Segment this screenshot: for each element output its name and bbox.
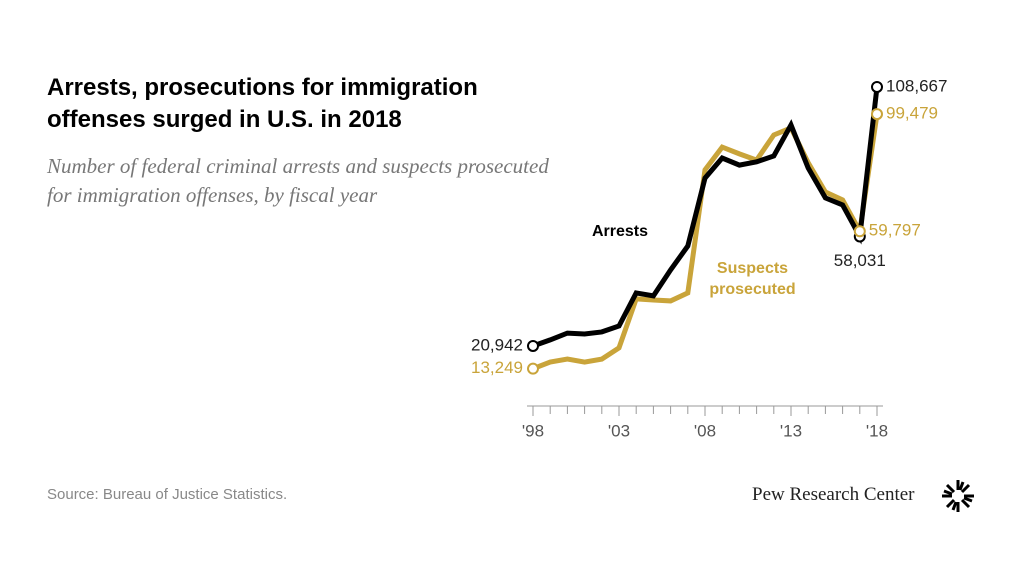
x-tick-label: '03 bbox=[608, 421, 630, 440]
chart-title: Arrests, prosecutions for immigration of… bbox=[47, 74, 478, 133]
chart-subtitle: Number of federal criminal arrests and s… bbox=[47, 154, 549, 207]
series-line bbox=[532, 113, 880, 372]
credit: Pew Research Center bbox=[752, 484, 915, 505]
x-tick-label: '98 bbox=[522, 421, 544, 440]
series-label: Arrests bbox=[591, 223, 649, 240]
end-point bbox=[527, 362, 539, 375]
x-tick-label: '18 bbox=[866, 421, 888, 440]
value-label: 20,942 bbox=[471, 335, 523, 354]
source-note: Source: Bureau of Justice Statistics. bbox=[47, 486, 288, 503]
value-label: 59,797 bbox=[869, 221, 921, 240]
end-point bbox=[853, 225, 866, 238]
value-label: 108,667 bbox=[886, 76, 947, 95]
value-label: 99,479 bbox=[886, 104, 938, 123]
end-point bbox=[871, 108, 883, 121]
x-tick-label: '08 bbox=[694, 421, 716, 440]
series-label: Suspects prosecuted bbox=[709, 260, 796, 298]
value-label: 58,031 bbox=[834, 251, 886, 270]
end-point bbox=[527, 339, 539, 352]
end-point bbox=[871, 80, 883, 93]
value-label: 13,249 bbox=[471, 358, 523, 377]
logo bbox=[942, 480, 974, 512]
x-tick-label: '13 bbox=[780, 421, 802, 440]
series-line bbox=[532, 86, 880, 349]
